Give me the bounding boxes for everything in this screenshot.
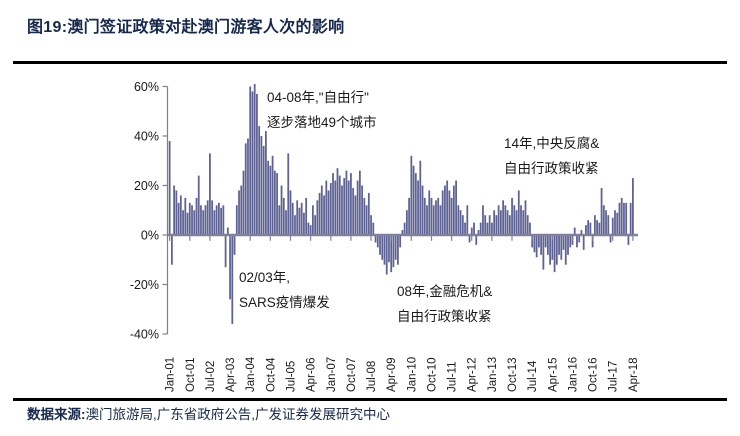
x-tick-label: Apr-18	[628, 357, 640, 392]
data-source: 数据来源:澳门旅游局,广东省政府公告,广发证券发展研究中心	[27, 405, 390, 425]
x-tick-label: Jul-11	[447, 362, 459, 392]
source-text: 澳门旅游局,广东省政府公告,广发证券发展研究中心	[85, 407, 391, 422]
annotation-line: 02/03年,	[239, 270, 291, 285]
annotation-sars: 02/03年, SARS疫情爆发	[239, 265, 330, 315]
x-tick-label: Jul-17	[608, 361, 620, 392]
bar-chart: 60% 40% 20% 0% -20% -40% Jan-01 Oct-01 Jul-02 Apr…	[130, 80, 640, 392]
x-tick-label: Apr-06	[306, 357, 318, 392]
x-tick-label: Oct-13	[507, 357, 519, 392]
y-axis: 60% 40% 20% 0% -20% -40%	[130, 80, 169, 342]
figure-title: 图19:澳门签证政策对赴澳门游客人次的影响	[27, 19, 345, 36]
y-tick-label: 20%	[134, 179, 159, 193]
bottom-divider	[13, 398, 727, 401]
x-tick-label: Apr-12	[467, 357, 479, 392]
x-tick-label: Jan-04	[245, 356, 257, 392]
annotation-line: 自由行政策收紧	[397, 309, 492, 324]
annotation-line: 自由行政策收紧	[504, 161, 599, 176]
chart-area: 60% 40% 20% 0% -20% -40% Jan-01 Oct-01 Jul-02 Apr…	[0, 65, 740, 395]
x-tick-label: Oct-07	[346, 357, 358, 392]
x-tick-label: Oct-16	[588, 357, 600, 392]
annotation-line: 14年,中央反腐&	[504, 136, 600, 151]
bars	[168, 84, 634, 325]
x-tick-label: Jan-07	[326, 357, 338, 392]
x-tick-label: Oct-01	[185, 357, 197, 392]
x-tick-label: Apr-15	[547, 357, 559, 392]
annotation-ivs-rollout: 04-08年,"自由行" 逐步落地49个城市	[267, 85, 377, 135]
x-tick-label: Apr-03	[225, 357, 237, 392]
x-tick-label: Apr-09	[386, 357, 398, 392]
annotation-line: 逐步落地49个城市	[267, 115, 377, 130]
y-tick-label: -20%	[130, 278, 159, 292]
x-tick-label: Jul-14	[527, 360, 539, 392]
top-divider	[13, 61, 727, 64]
x-axis: Jan-01 Oct-01 Jul-02 Apr-03 Jan-04 Oct-04 Jul-…	[165, 233, 640, 392]
annotation-line: 08年,金融危机&	[397, 284, 493, 299]
source-label: 数据来源:	[27, 407, 86, 422]
x-tick-label: Jan-01	[165, 357, 177, 392]
y-tick-label: 60%	[134, 80, 159, 94]
annotation-line: 04-08年,"自由行"	[267, 90, 369, 105]
annotation-line: SARS疫情爆发	[239, 295, 330, 310]
x-tick-label: Jan-10	[406, 357, 418, 392]
x-tick-label: Jul-05	[286, 361, 298, 392]
y-tick-label: -40%	[130, 328, 159, 342]
x-tick-label: Oct-04	[265, 357, 277, 392]
annotation-financial-crisis: 08年,金融危机& 自由行政策收紧	[397, 279, 492, 329]
x-tick-label: Jul-02	[205, 361, 217, 392]
x-tick-label: Jan-16	[568, 357, 580, 392]
x-tick-label: Oct-10	[427, 357, 439, 392]
y-tick-label: 40%	[134, 130, 159, 144]
x-tick-label: Jan-13	[487, 357, 499, 392]
annotation-anti-corruption: 14年,中央反腐& 自由行政策收紧	[504, 131, 599, 181]
x-tick-label: Jul-08	[366, 361, 378, 392]
y-tick-label: 0%	[141, 229, 159, 243]
